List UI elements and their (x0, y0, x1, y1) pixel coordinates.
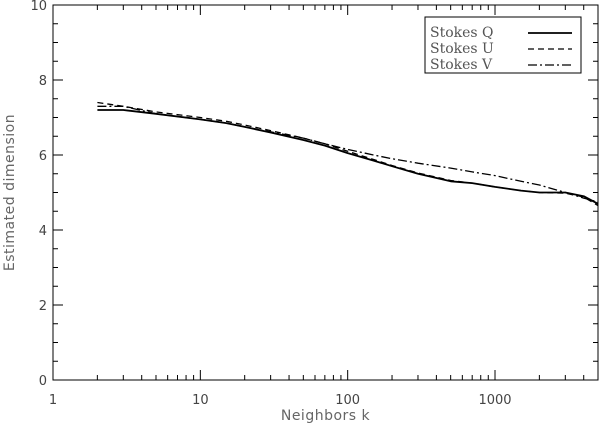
y-tick-label: 4 (39, 224, 47, 239)
legend-box (424, 16, 582, 74)
y-tick-label: 2 (39, 299, 47, 314)
legend-label: Stokes U (430, 41, 494, 57)
tick-labels: 0 2 4 6 8 10 1 10 100 1000 (30, 0, 511, 408)
plot-frame (52, 4, 599, 381)
axes-ticks (52, 4, 599, 381)
y-tick-label: 6 (39, 149, 47, 164)
series-line-stokes-v (97, 105, 599, 203)
x-tick-label: 10 (192, 393, 209, 408)
x-tick-label: 1000 (478, 393, 511, 408)
x-axis-label: Neighbors k (281, 408, 371, 424)
legend-label: Stokes Q (430, 25, 494, 41)
x-tick-label: 1 (49, 393, 57, 408)
legend-label: Stokes V (430, 57, 493, 73)
y-tick-label: 0 (39, 374, 47, 389)
y-tick-label: 10 (30, 0, 47, 14)
x-tick-label: 100 (335, 393, 360, 408)
series-line-stokes-q (97, 109, 599, 205)
y-tick-label: 8 (39, 74, 47, 89)
y-axis-label: Estimated dimension (2, 114, 18, 271)
series-line-stokes-u (97, 101, 599, 207)
plot-lines (97, 101, 599, 207)
